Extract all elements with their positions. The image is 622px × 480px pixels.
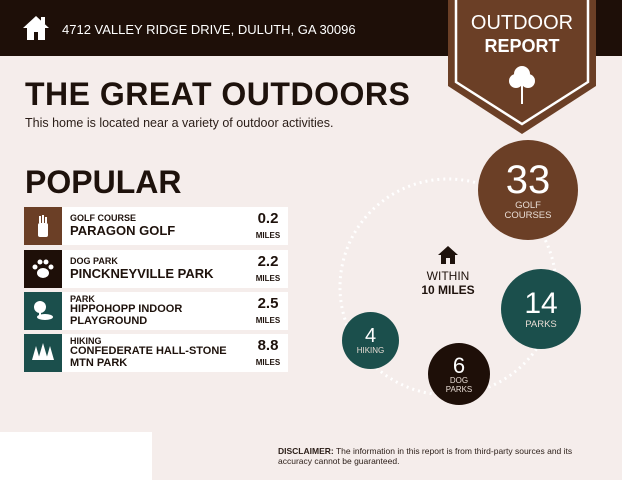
park-icon	[24, 292, 62, 330]
badge-line1: OUTDOOR	[470, 12, 574, 34]
paw-icon	[24, 250, 62, 288]
item-unit: MILES	[255, 357, 281, 367]
home-icon	[438, 246, 458, 264]
home-icon	[23, 16, 49, 40]
item-name: CONFEDERATE HALL-STONE MTN PARK	[70, 345, 227, 369]
within-label: WITHIN 10 MILES	[421, 269, 475, 297]
list-item[interactable]: HIKING CONFEDERATE HALL-STONE MTN PARK 8.…	[24, 334, 288, 372]
item-category: PARK	[70, 293, 95, 304]
item-distance: 2.2	[257, 252, 279, 270]
item-distance: 8.8	[257, 336, 279, 354]
item-category: HIKING	[70, 335, 102, 346]
hiking-count: 4 HIKING	[342, 312, 399, 369]
list-item[interactable]: GOLF COURSE PARAGON GOLF 0.2 MILES	[24, 207, 288, 245]
page-subtitle: This home is located near a variety of o…	[25, 116, 334, 130]
page-title: THE GREAT OUTDOORS	[25, 76, 411, 112]
popular-heading: POPULAR	[25, 164, 182, 200]
item-unit: MILES	[255, 273, 281, 283]
item-distance: 2.5	[257, 294, 279, 312]
disclaimer: DISCLAIMER: The information in this repo…	[278, 446, 573, 467]
golf-courses-count: 33 GOLF COURSES	[478, 140, 578, 240]
item-category: GOLF COURSE	[70, 213, 137, 224]
item-category: DOG PARK	[70, 256, 118, 267]
item-unit: MILES	[255, 315, 281, 325]
list-item[interactable]: PARK HIPPOHOPP INDOOR PLAYGROUND 2.5 MILES	[24, 292, 288, 330]
golf-bag-icon	[24, 207, 62, 245]
dog-parks-count: 6 DOG PARKS	[428, 343, 490, 405]
tree-icon	[509, 66, 535, 104]
item-distance: 0.2	[257, 209, 279, 227]
item-name: PINCKNEYVILLE PARK	[70, 265, 214, 281]
blank-panel	[0, 432, 152, 480]
item-unit: MILES	[255, 230, 281, 240]
item-name: HIPPOHOPP INDOOR PLAYGROUND	[70, 303, 183, 327]
pine-trees-icon	[24, 334, 62, 372]
item-name: PARAGON GOLF	[70, 222, 176, 238]
list-item[interactable]: DOG PARK PINCKNEYVILLE PARK 2.2 MILES	[24, 250, 288, 288]
parks-count: 14 PARKS	[501, 269, 581, 349]
property-address: 4712 VALLEY RIDGE DRIVE, DULUTH, GA 3009…	[62, 22, 356, 37]
badge-line2: REPORT	[484, 36, 560, 56]
